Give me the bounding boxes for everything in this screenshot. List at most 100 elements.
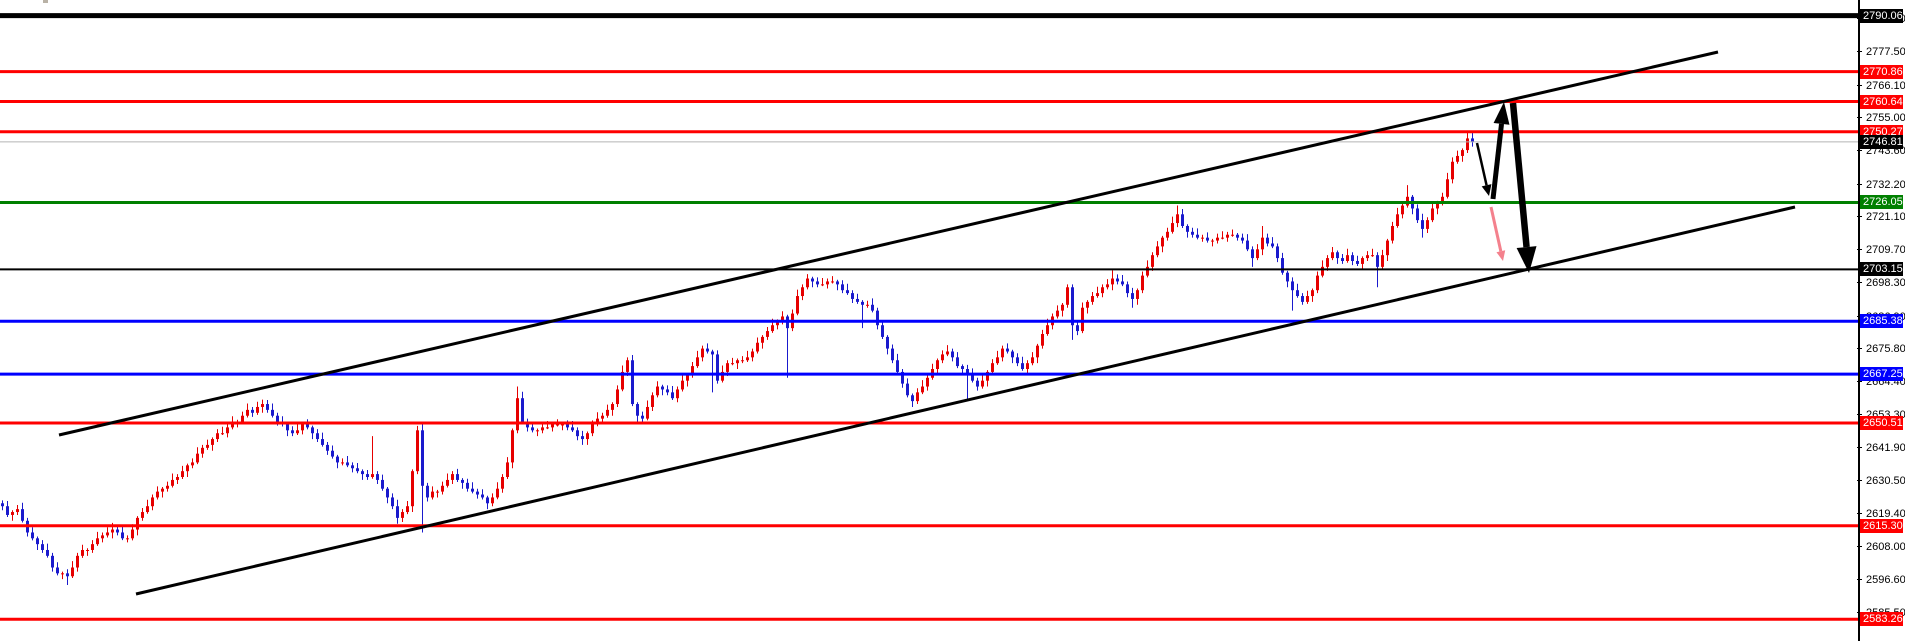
price-axis[interactable]: 2788.902777.502766.102755.002743.602732.… — [1857, 0, 1905, 641]
candle-body — [676, 389, 679, 399]
candle-body — [616, 389, 619, 405]
candle-body — [1096, 293, 1099, 297]
candle-body — [141, 512, 144, 518]
candle-body — [946, 351, 949, 355]
upper-channel-line[interactable] — [58, 50, 1719, 437]
candle-body — [1056, 310, 1059, 317]
candle-body — [826, 281, 829, 285]
annotation-arrows[interactable] — [1475, 102, 1537, 273]
candle-body — [1111, 278, 1114, 285]
chart-canvas[interactable] — [0, 0, 1858, 641]
candle-body — [1196, 234, 1199, 238]
candle-body — [686, 374, 689, 381]
candle-body — [1426, 220, 1429, 229]
candle-body — [1186, 225, 1189, 232]
candle-body — [696, 357, 699, 367]
lower-channel-line[interactable] — [135, 205, 1796, 596]
candle-body — [411, 471, 414, 507]
candle-body — [1036, 345, 1039, 358]
candle-body — [811, 278, 814, 282]
candle-body — [96, 538, 99, 545]
candle-body — [1021, 363, 1024, 370]
candle-body — [541, 427, 544, 431]
candle-body — [1041, 333, 1044, 346]
candle-body — [71, 567, 74, 577]
retrace-down-arrow[interactable] — [1475, 142, 1492, 196]
candle-body — [961, 366, 964, 370]
candle-body — [171, 479, 174, 486]
candle-body — [1136, 290, 1139, 299]
candle-body — [206, 444, 209, 448]
candle-body — [301, 424, 304, 431]
candle-body — [306, 424, 309, 428]
candle-body — [911, 395, 914, 402]
candle-body — [506, 462, 509, 478]
candle-body — [51, 555, 54, 568]
price-axis-border — [1858, 0, 1860, 641]
candle-body — [701, 348, 704, 358]
candle-body — [511, 430, 514, 463]
candle-body — [296, 430, 299, 434]
candlestick-series — [1, 130, 1474, 586]
candle-body — [446, 479, 449, 486]
candle-body — [706, 348, 709, 352]
candle-body — [1011, 351, 1014, 358]
candle-body — [1421, 220, 1424, 229]
candle-body — [1271, 243, 1274, 247]
candle-body — [1236, 234, 1239, 238]
candle-body — [1291, 281, 1294, 291]
candle-body — [531, 427, 534, 431]
candle-body — [496, 488, 499, 498]
candle-body — [606, 409, 609, 416]
candle-body — [1001, 348, 1004, 358]
candle-body — [1341, 258, 1344, 262]
candle-body — [1391, 225, 1394, 241]
candle-body — [756, 342, 759, 352]
candle-body — [1261, 237, 1264, 250]
candle-body — [536, 430, 539, 432]
candle-body — [431, 491, 434, 498]
candle-body — [841, 284, 844, 291]
candle-body — [481, 494, 484, 498]
candle-body — [1266, 237, 1269, 244]
candle-body — [1446, 179, 1449, 197]
candle-body — [861, 301, 864, 305]
candle-body — [331, 450, 334, 457]
candle-body — [1046, 325, 1049, 334]
candle-body — [1286, 272, 1289, 282]
candle-body — [11, 512, 14, 515]
candle-body — [36, 538, 39, 545]
candle-body — [406, 506, 409, 513]
trend-channel[interactable] — [58, 50, 1796, 596]
candle-body — [651, 395, 654, 407]
candle-body — [451, 474, 454, 480]
candle-body — [166, 485, 169, 489]
candle-body — [881, 325, 884, 337]
candle-body — [251, 409, 254, 413]
chart-plot-area[interactable] — [0, 0, 1858, 641]
alt-drop-pink-arrow[interactable] — [1489, 206, 1506, 261]
projection-down-arrow[interactable] — [1509, 102, 1537, 273]
candle-body — [386, 488, 389, 498]
price-level-badge: 2790.06 — [1860, 8, 1903, 23]
projection-up-arrow[interactable] — [1490, 102, 1510, 200]
candle-body — [456, 474, 459, 480]
candle-body — [856, 298, 859, 302]
candle-body — [966, 369, 969, 375]
candle-body — [731, 363, 734, 365]
horizontal-price-levels[interactable] — [0, 13, 1858, 621]
candle-body — [61, 573, 64, 575]
candle-body — [551, 424, 554, 428]
candle-body — [1396, 214, 1399, 226]
candle-body — [31, 532, 34, 539]
candle-body — [586, 433, 589, 440]
candle-body — [661, 386, 664, 390]
candle-body — [1221, 237, 1224, 239]
candle-body — [1376, 255, 1379, 267]
candle-body — [1091, 296, 1094, 302]
candle-body — [926, 377, 929, 387]
candle-body — [1296, 290, 1299, 297]
candle-body — [1251, 249, 1254, 259]
candle-body — [521, 398, 524, 422]
candle-body — [101, 535, 104, 539]
